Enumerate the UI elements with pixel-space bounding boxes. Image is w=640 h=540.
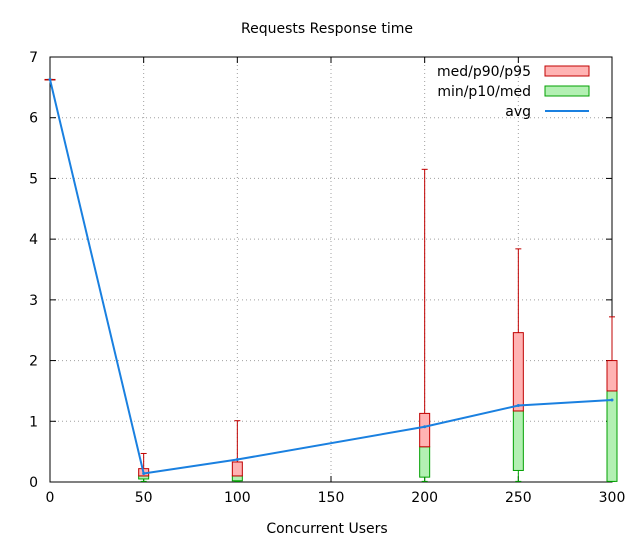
avg-point [235, 458, 239, 462]
y-tick-label: 5 [29, 171, 38, 187]
avg-line-group [48, 77, 614, 475]
avg-point [423, 425, 427, 429]
legend-swatch [544, 65, 590, 77]
boxes [44, 78, 618, 482]
avg-point [142, 472, 146, 475]
avg-point [48, 77, 52, 81]
avg-point [610, 398, 614, 402]
box-p10-med [231, 475, 243, 482]
legend-label: avg [505, 104, 531, 120]
y-tick-label: 1 [29, 414, 38, 430]
x-axis-label: Concurrent Users [266, 521, 387, 537]
y-tick-label: 0 [29, 475, 38, 491]
legend-swatch [544, 85, 590, 97]
x-tick-label: 300 [599, 490, 626, 506]
avg-line [49, 79, 613, 475]
avg-point [516, 404, 520, 407]
x-tick-label: 0 [46, 490, 55, 506]
y-tick-label: 7 [29, 50, 38, 66]
box-med-p90 [419, 412, 431, 448]
x-tick-label: 150 [318, 490, 345, 506]
x-tick-label: 50 [135, 490, 153, 506]
legend-label: min/p10/med [437, 84, 531, 100]
x-tick-label: 200 [411, 490, 438, 506]
y-tick-label: 3 [29, 293, 38, 309]
y-tick-label: 2 [29, 354, 38, 370]
legend-label: med/p90/p95 [437, 64, 531, 80]
x-tick-label: 250 [505, 490, 532, 506]
tick-labels: 0 50 100 150 200 250 300 0 1 2 3 4 5 6 7 [29, 50, 625, 506]
grid-lines [50, 57, 612, 482]
y-tick-label: 6 [29, 111, 38, 127]
box-med-p90 [606, 360, 618, 392]
box-p10-med [606, 390, 618, 482]
box-med-p90 [231, 461, 243, 477]
x-tick-label: 100 [224, 490, 251, 506]
legend: med/p90/p95 min/p10/med avg [437, 64, 590, 120]
y-tick-label: 4 [29, 232, 38, 248]
box-p10-med [512, 410, 524, 471]
box-med-p90 [512, 332, 524, 412]
chart-title: Requests Response time [241, 21, 413, 37]
box-p10-med [419, 446, 431, 478]
